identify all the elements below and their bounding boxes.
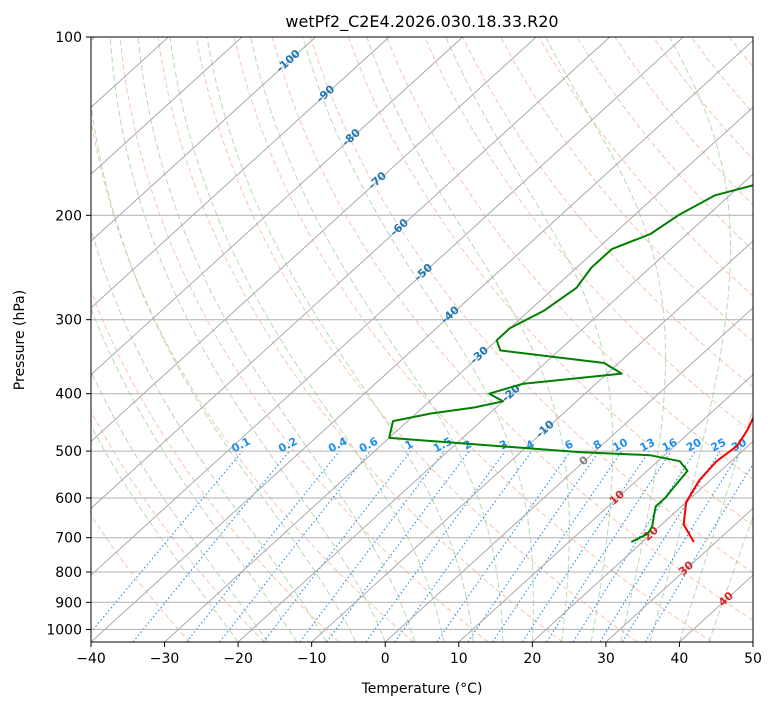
dry-adiabat [424,37,753,434]
mixing-ratio-label: 16 [660,436,680,455]
isotherm-line [311,240,753,642]
moist-adiabat [302,37,534,642]
mixing-ratio-label: 20 [684,436,704,455]
mixing-ratio-line [132,450,290,642]
mixing-ratio-line [436,450,572,642]
y-tick-label: 500 [55,444,82,460]
y-axis-label: Pressure (hPa) [12,290,28,390]
moist-adiabat [545,37,666,642]
mixing-ratio-line [546,450,672,642]
x-tick-label: −20 [223,651,253,667]
isotherm-line [605,507,753,642]
mixing-ratio-line [522,450,650,642]
x-tick-label: 10 [450,651,468,667]
isotherm-line [91,37,464,376]
moist-adiabat [366,37,570,642]
moist-adiabat [250,37,504,642]
x-tick-label: −40 [76,651,106,667]
isotherm-line [458,374,753,642]
y-tick-label: 900 [55,595,82,611]
moist-adiabat [91,370,268,642]
moist-adiabat [445,37,614,642]
x-tick-label: −10 [297,651,327,667]
dry-adiabat [271,37,753,621]
dry-adiabat [119,37,489,642]
x-tick-label: 20 [523,651,541,667]
moist-adiabat [649,37,731,642]
x-axis-label: Temperature (°C) [361,681,483,697]
dry-adiabat [500,37,753,343]
temperature-line [682,415,753,543]
dry-adiabat [91,410,265,642]
isotherm-line [384,307,753,642]
dry-adiabat [195,37,638,642]
mixing-ratio-label: 25 [709,436,729,455]
x-tick-label: 50 [744,651,762,667]
mixing-ratio-line [326,450,470,642]
moist-adiabat [678,406,753,642]
isotherm-line [91,37,537,443]
mixing-ratio-line [186,450,340,642]
isotherm-line [91,37,390,309]
mixing-ratio-line [492,450,623,642]
mixing-ratio-line [365,450,506,642]
mixing-ratio-line [91,450,244,633]
isotherm-line [91,37,611,510]
moist-adiabat [91,99,357,642]
mixing-ratio-label: 10 [610,436,630,455]
background-lines [91,37,753,642]
x-tick-label: 0 [381,651,390,667]
isotherm-line [91,39,753,642]
mixing-ratio-line [467,450,600,642]
y-tick-label: 400 [55,387,82,403]
moist-adiabat [91,227,327,642]
isotherm-line [91,37,316,242]
chart-title: wetPf2_C2E4.2026.030.18.33.R20 [285,12,558,32]
x-tick-label: 40 [671,651,689,667]
isotherm-line [91,37,243,175]
isotherm-line [237,173,753,642]
mixing-ratio-line [644,463,753,642]
x-tick-label: −30 [150,651,180,667]
dewpoint-line [388,184,753,543]
y-tick-label: 800 [55,565,82,581]
dry-adiabat [157,37,563,642]
mixing-ratio-line [299,450,445,642]
moist-adiabat [206,37,474,642]
x-tick-label: 30 [597,651,615,667]
moist-adiabat [109,37,386,642]
profile-series [388,184,753,543]
y-tick-label: 600 [55,491,82,507]
mixing-ratio-label: 13 [638,436,658,455]
pressure-grid [91,37,753,630]
mixing-ratio-label: 30 [729,436,749,455]
dry-adiabat [309,37,753,574]
moist-adiabat [91,424,239,642]
y-tick-label: 700 [55,531,82,547]
plot-frame [90,36,754,643]
moist-adiabat [91,307,298,642]
y-tick-label: 100 [55,30,82,46]
y-tick-label: 300 [55,313,82,329]
x-axis: −40 −30 −20 −10 0 10 20 30 40 50 [76,642,762,667]
dry-adiabat [347,37,753,527]
y-axis: 1000 900 800 700 600 500 400 300 200 100 [46,30,91,638]
y-tick-label: 200 [55,208,82,224]
y-tick-label: 1000 [46,622,82,638]
isotherm-line [91,37,684,576]
mixing-ratio-line [572,450,696,642]
isotherm-line [531,440,753,642]
mixing-ratio-line [622,450,742,642]
